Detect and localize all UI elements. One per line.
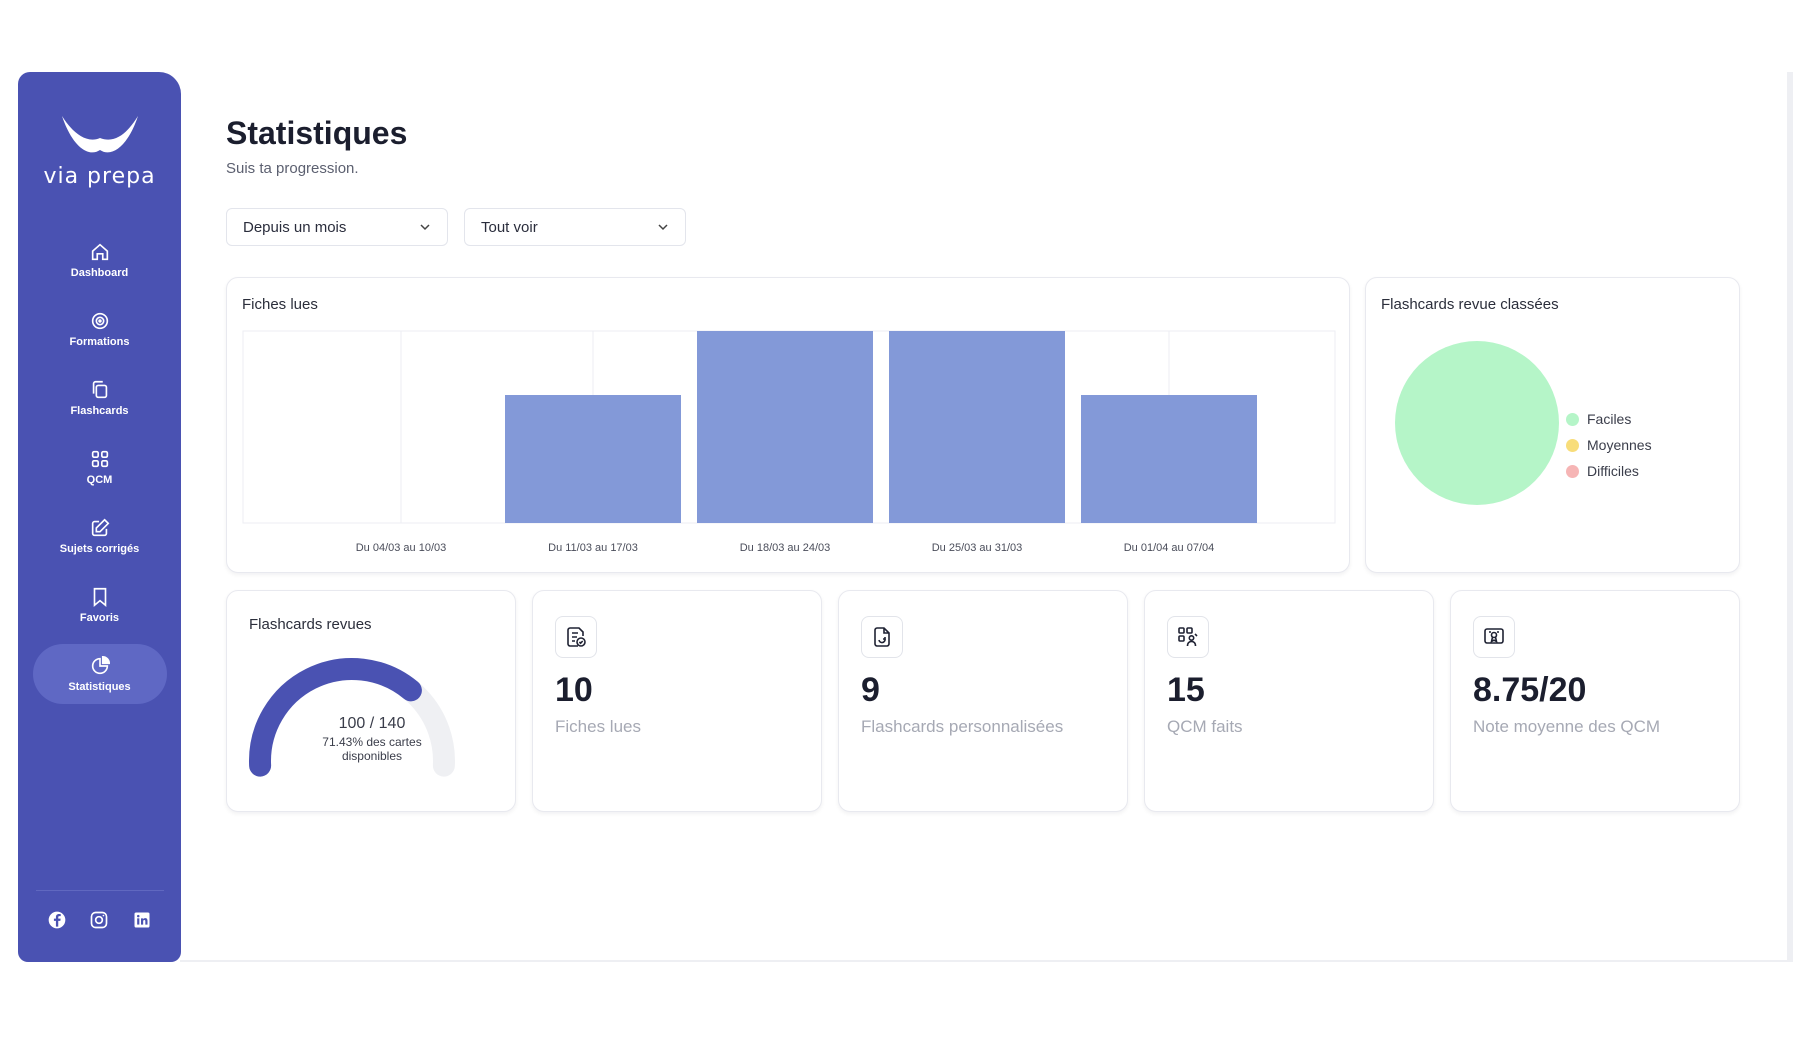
- stat-card-qcm-faits: 15 QCM faits: [1144, 590, 1434, 812]
- stat-card-flashcards-personnalisees: 9 Flashcards personnalisées: [838, 590, 1128, 812]
- period-select[interactable]: Depuis un mois: [226, 208, 448, 246]
- sidebar-item-label: QCM: [86, 474, 113, 486]
- x-tick-label: Du 01/04 au 07/04: [1124, 542, 1215, 554]
- stat-label: Fiches lues: [555, 717, 641, 736]
- legend-item-difficiles[interactable]: Difficiles: [1566, 463, 1652, 479]
- bar[interactable]: [505, 395, 681, 523]
- legend-item-faciles[interactable]: Faciles: [1566, 411, 1652, 427]
- stat-value: 8.75/20: [1473, 671, 1587, 709]
- chevron-down-icon: [658, 224, 668, 231]
- pie-title: Flashcards revue classées: [1381, 296, 1559, 313]
- flashcards-classees-card: Flashcards revue classées Faciles Moyenn…: [1365, 277, 1740, 573]
- sidebar-item-label: Formations: [69, 336, 130, 348]
- stat-label: QCM faits: [1167, 717, 1243, 736]
- sidebar-item-statistiques[interactable]: Statistiques: [32, 644, 167, 704]
- sidebar-item-label: Dashboard: [70, 267, 129, 279]
- legend-label: Faciles: [1587, 411, 1632, 427]
- x-tick-label: Du 04/03 au 10/03: [356, 542, 447, 554]
- sidebar-item-sujets-corriges[interactable]: Sujets corrigés: [33, 506, 167, 566]
- sidebar-divider: [36, 890, 164, 891]
- via-prepa-logo-icon: [61, 116, 138, 153]
- sidebar-item-formations[interactable]: Formations: [33, 299, 167, 359]
- x-tick-label: Du 11/03 au 17/03: [548, 542, 638, 554]
- app-frame: via prepa Dashboard Formations Flashcard…: [18, 72, 1793, 962]
- bar[interactable]: [1081, 395, 1257, 523]
- instagram-icon[interactable]: [88, 909, 110, 931]
- gauge-fill: [249, 658, 422, 777]
- scope-select[interactable]: Tout voir: [464, 208, 686, 246]
- stat-value: 15: [1167, 671, 1205, 709]
- sidebar-item-label: Sujets corrigés: [59, 543, 140, 555]
- file-sync-icon: [861, 616, 903, 658]
- cards-icon: [92, 380, 107, 399]
- gauge-caption: disponibles: [341, 749, 403, 763]
- gauge-caption: 71.43% des cartes: [322, 735, 422, 749]
- edit-icon: [91, 518, 109, 537]
- sidebar-item-label: Statistiques: [68, 681, 131, 693]
- sidebar-item-flashcards[interactable]: Flashcards: [33, 368, 167, 428]
- stat-card-note-moyenne: 8.75/20 Note moyenne des QCM: [1450, 590, 1740, 812]
- stat-value: 10: [555, 671, 593, 709]
- document-check-icon: [555, 616, 597, 658]
- gauge-value: 100 / 140: [338, 715, 406, 732]
- sidebar-item-favoris[interactable]: Favoris: [33, 575, 167, 635]
- target-icon: [91, 312, 108, 330]
- sidebar-nav: Dashboard Formations Flashcards QCM Suje…: [18, 230, 181, 713]
- facebook-icon[interactable]: [46, 909, 68, 931]
- legend-swatch: [1566, 438, 1579, 452]
- sidebar-item-qcm[interactable]: QCM: [33, 437, 167, 497]
- stat-value: 9: [861, 671, 880, 709]
- page-subtitle: Suis ta progression.: [226, 160, 359, 177]
- legend-swatch: [1566, 412, 1579, 426]
- x-tick-label: Du 25/03 au 31/03: [932, 542, 1023, 554]
- flashcards-revues-gauge: [249, 658, 455, 777]
- legend-item-moyennes[interactable]: Moyennes: [1566, 437, 1652, 453]
- social-links: [18, 909, 181, 931]
- chevron-down-icon: [420, 224, 430, 231]
- gauge-title: Flashcards revues: [249, 616, 372, 633]
- chart-title: Fiches lues: [242, 296, 318, 313]
- legend-label: Difficiles: [1587, 463, 1639, 479]
- main-panel: [180, 72, 1793, 962]
- bar[interactable]: [697, 331, 873, 523]
- sidebar-item-label: Flashcards: [70, 405, 129, 417]
- fiches-lues-bar-chart: Du 04/03 au 10/03 Du 11/03 au 17/03 Du 18/…: [242, 330, 1336, 554]
- pie-legend: Faciles Moyennes Difficiles: [1566, 411, 1652, 489]
- legend-swatch: [1566, 464, 1579, 478]
- page-title: Statistiques: [226, 115, 408, 151]
- stat-card-fiches-lues: 10 Fiches lues: [532, 590, 822, 812]
- sidebar-item-label: Favoris: [79, 612, 120, 624]
- brand-name: via prepa: [43, 164, 156, 189]
- pie-chart-icon: [91, 656, 110, 675]
- flashcards-revues-card: Flashcards revues 100 / 140 71.43% des c…: [226, 590, 516, 812]
- scope-select-value: Tout voir: [481, 218, 538, 236]
- flashcards-pie-chart: [1395, 341, 1559, 505]
- legend-label: Moyennes: [1587, 437, 1652, 453]
- home-icon: [91, 243, 108, 261]
- brand-logo[interactable]: via prepa: [18, 110, 181, 189]
- sidebar: via prepa Dashboard Formations Flashcard…: [18, 72, 181, 962]
- stat-label: Note moyenne des QCM: [1473, 717, 1661, 736]
- linkedin-icon[interactable]: [131, 909, 153, 931]
- bar[interactable]: [889, 331, 1065, 523]
- fiches-lues-chart-card: Fiches lues Du 04/03 au 10/03 Du 11/03 au…: [226, 277, 1350, 573]
- certificate-icon: [1473, 616, 1515, 658]
- stat-label: Flashcards personnalisées: [861, 717, 1064, 736]
- grid-icon: [91, 450, 108, 468]
- bookmark-icon: [93, 587, 106, 608]
- quiz-person-icon: [1167, 616, 1209, 658]
- period-select-value: Depuis un mois: [243, 218, 347, 236]
- x-tick-label: Du 18/03 au 24/03: [740, 542, 831, 554]
- sidebar-item-dashboard[interactable]: Dashboard: [33, 230, 167, 290]
- pie-slice[interactable]: [1395, 341, 1559, 505]
